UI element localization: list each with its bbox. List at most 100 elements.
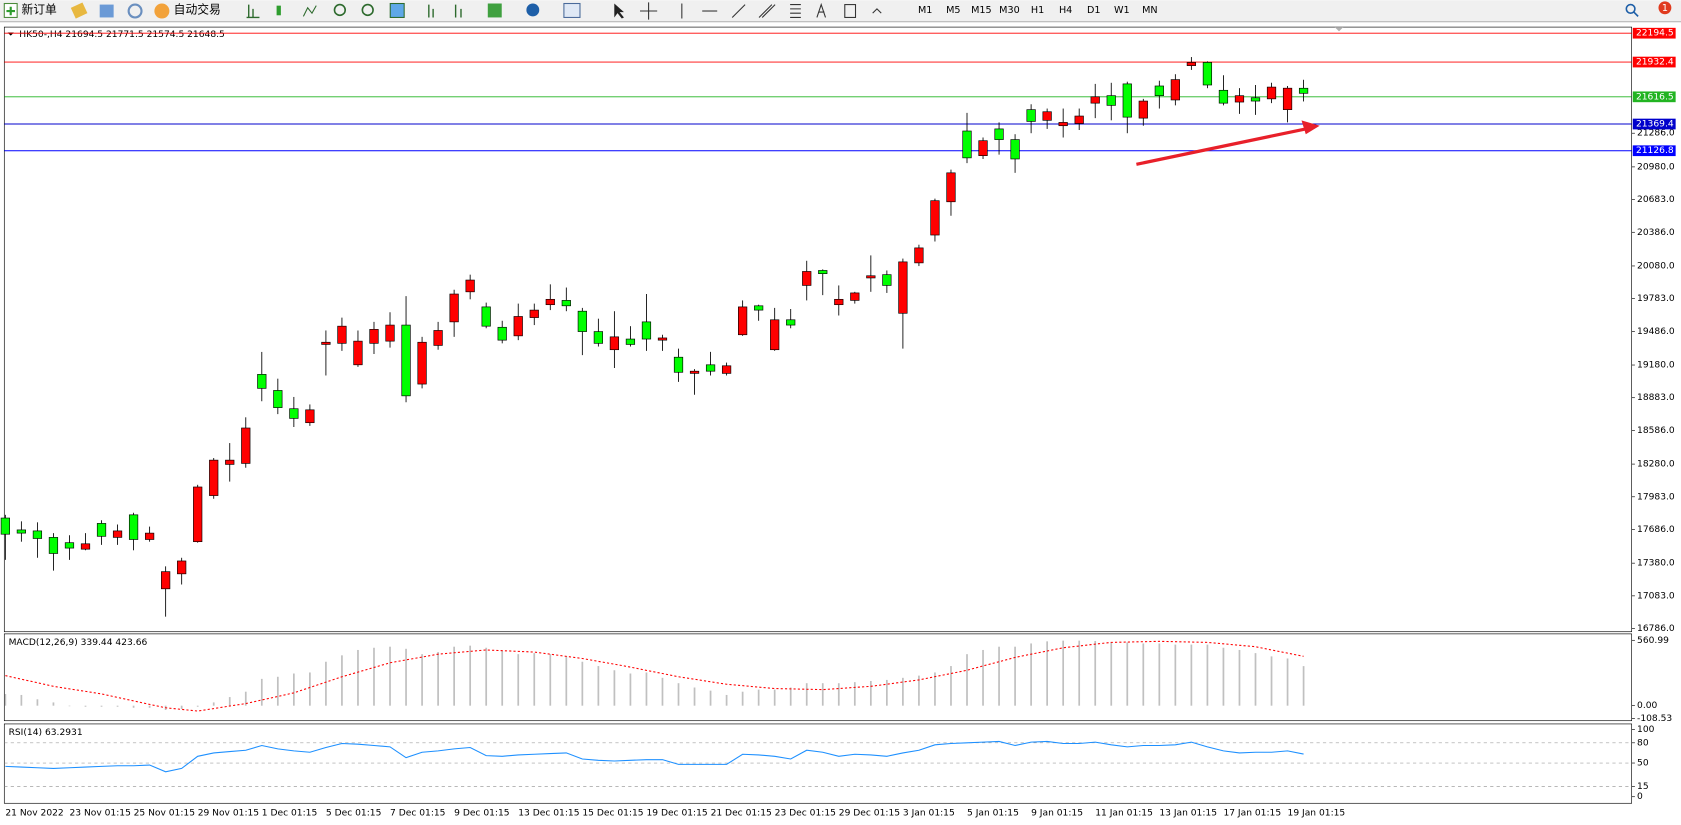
toolbar-icon[interactable]: [246, 4, 260, 19]
y-tick-label: 100: [1637, 725, 1655, 735]
price-tag: [1632, 145, 1676, 157]
macd-bar: [661, 677, 664, 706]
candle-body: [337, 325, 347, 344]
timeframe-button[interactable]: H4: [1059, 5, 1072, 16]
timeframe-button[interactable]: MN: [1142, 5, 1158, 16]
candle-body: [1250, 97, 1261, 102]
macd-bar: [309, 672, 311, 706]
candle-body: [225, 459, 235, 465]
cursor-tool[interactable]: [614, 3, 624, 19]
macd-bar: [325, 661, 327, 706]
rsi-line: [5, 740, 1304, 773]
timeframe-button[interactable]: M1: [918, 5, 932, 16]
toolbar-icon[interactable]: [389, 2, 405, 18]
toolbar-icon[interactable]: [487, 3, 502, 18]
toolbar-icon[interactable]: [302, 5, 317, 17]
macd-bar: [517, 654, 520, 706]
macd-bar: [100, 705, 103, 707]
macd-bar: [966, 654, 968, 706]
toolbar-icon[interactable]: [454, 4, 462, 18]
annotation-arrow: [1136, 127, 1307, 166]
timeframe-button[interactable]: D1: [1087, 5, 1101, 16]
timeframe-button[interactable]: M15: [971, 5, 992, 16]
toolbar-icon[interactable]: [70, 2, 88, 19]
macd-bar: [741, 691, 744, 706]
candle-body: [930, 200, 940, 236]
x-tick-label: 13 Dec 01:15: [518, 808, 579, 818]
toolbar-icon[interactable]: [526, 3, 540, 17]
macd-bar: [260, 678, 263, 706]
timeframe-button[interactable]: M5: [946, 5, 960, 16]
macd-bar: [485, 647, 488, 706]
price-tag-label: 21932.4: [1636, 58, 1674, 68]
channel-tool[interactable]: [758, 4, 776, 18]
macd-bar: [276, 676, 279, 706]
notification-badge[interactable]: [1658, 1, 1672, 15]
zoom-in[interactable]: [333, 3, 347, 17]
macd-title: MACD(12,26,9) 339.44 423.66: [9, 638, 148, 648]
macd-bar: [1014, 646, 1016, 706]
toolbar-icon[interactable]: [99, 4, 114, 18]
candle-body: [321, 341, 331, 345]
auto-trading-button[interactable]: 自动交易: [154, 2, 221, 19]
new-order-button[interactable]: 新订单: [3, 2, 57, 18]
candle-body: [112, 530, 123, 538]
macd-bar: [821, 683, 824, 706]
candle-body: [994, 128, 1004, 140]
macd-bar: [357, 649, 359, 706]
y-tick-label: 16786.0: [1637, 624, 1675, 634]
macd-bar: [693, 687, 696, 706]
macd-bar: [998, 646, 1000, 706]
timeframe-button[interactable]: W1: [1114, 5, 1130, 16]
label-tool[interactable]: [844, 4, 857, 18]
timeframe-button[interactable]: M30: [999, 5, 1020, 16]
candle-body: [1058, 122, 1068, 127]
candle-body: [177, 560, 187, 575]
candle-body: [962, 130, 972, 159]
macd-bar: [757, 689, 760, 706]
toolbar-icon[interactable]: [127, 3, 143, 19]
search[interactable]: [1625, 3, 1636, 14]
candle-body: [529, 309, 539, 318]
y-tick-label: 20683.0: [1637, 195, 1675, 205]
price-tag: [1632, 27, 1676, 39]
candle-body: [978, 140, 988, 156]
macd-bar: [837, 683, 840, 706]
candle-body: [898, 261, 908, 314]
candle-body: [673, 356, 684, 373]
candle-body: [1106, 95, 1116, 106]
toolbar: 新订单 自动交易 M1 M5 M15 M30 H1 H4 D1 W1 MN: [0, 0, 1681, 23]
price-tag-label: 21126.8: [1636, 146, 1674, 156]
macd-bar: [1206, 644, 1209, 706]
candle-body: [818, 270, 828, 274]
macd-bar: [469, 645, 472, 706]
macd-bar: [982, 649, 984, 706]
candle-body: [802, 271, 812, 286]
notification-count: 1: [1662, 3, 1668, 14]
candle-body: [1074, 115, 1084, 124]
price-tag-label: 22194.5: [1636, 29, 1674, 39]
arrows-tool[interactable]: [872, 8, 882, 14]
search[interactable]: [1633, 11, 1639, 17]
candle-body: [1122, 83, 1132, 118]
timeframe-button[interactable]: H1: [1031, 5, 1044, 16]
macd-bar: [68, 705, 71, 707]
candle-body: [289, 408, 299, 419]
toolbar-icon[interactable]: [276, 5, 281, 16]
zoom-out[interactable]: [361, 3, 374, 17]
fibo-tool[interactable]: [790, 4, 801, 18]
text-tool[interactable]: [816, 2, 826, 18]
candle-body: [545, 298, 555, 306]
crosshair-tool[interactable]: [640, 2, 658, 20]
candle-body: [866, 275, 876, 279]
toolbar-icon[interactable]: [428, 4, 434, 18]
toolbar-icon[interactable]: [563, 2, 581, 18]
y-tick-label: 0.00: [1637, 701, 1657, 711]
macd-bar: [1270, 656, 1273, 706]
macd-bar: [597, 666, 600, 706]
trendline-tool[interactable]: [731, 4, 746, 18]
candle-body: [161, 571, 171, 590]
button-label: 新订单: [21, 2, 57, 16]
candle-body: [257, 374, 267, 389]
